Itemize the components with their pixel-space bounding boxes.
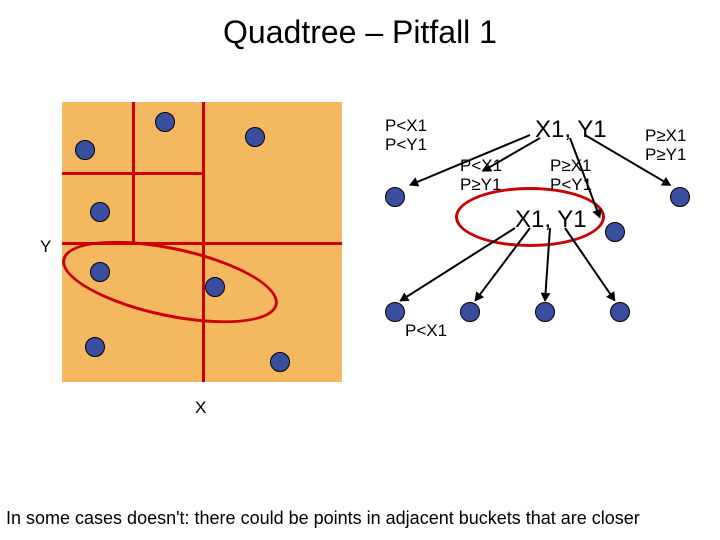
tree-leaf-label: P<X1: [405, 322, 447, 341]
caption-text: In some cases doesn't: there could be po…: [0, 508, 720, 529]
tree-arrow: [544, 228, 551, 301]
tree-node: [460, 302, 480, 322]
data-point: [155, 112, 175, 132]
page-title: Quadtree – Pitfall 1: [0, 0, 720, 51]
divider-line: [202, 102, 205, 382]
divider-line: [132, 102, 135, 242]
tree-child-1-label: P<X1 P<Y1: [385, 117, 427, 154]
data-point: [270, 352, 290, 372]
x-axis-label: X: [195, 398, 206, 418]
data-point: [245, 127, 265, 147]
tree-node: [610, 302, 630, 322]
data-point: [205, 277, 225, 297]
y-axis-label: Y: [40, 237, 51, 257]
data-point: [75, 140, 95, 160]
tree-child-3-label: P≥X1 P<Y1: [550, 157, 592, 194]
tree-arrow: [399, 227, 515, 302]
tree-arrow: [474, 227, 531, 301]
tree-node: [385, 187, 405, 207]
data-point: [85, 337, 105, 357]
tree-node: [605, 222, 625, 242]
data-point: [90, 202, 110, 222]
tree-node: [535, 302, 555, 322]
tree-node: [670, 187, 690, 207]
diagram-canvas: Y X X1, Y1P<X1 P<Y1P<X1 P≥Y1P≥X1 P<Y1P≥X…: [0, 62, 720, 540]
data-point: [90, 262, 110, 282]
tree-child-4-label: P≥X1 P≥Y1: [645, 127, 686, 164]
